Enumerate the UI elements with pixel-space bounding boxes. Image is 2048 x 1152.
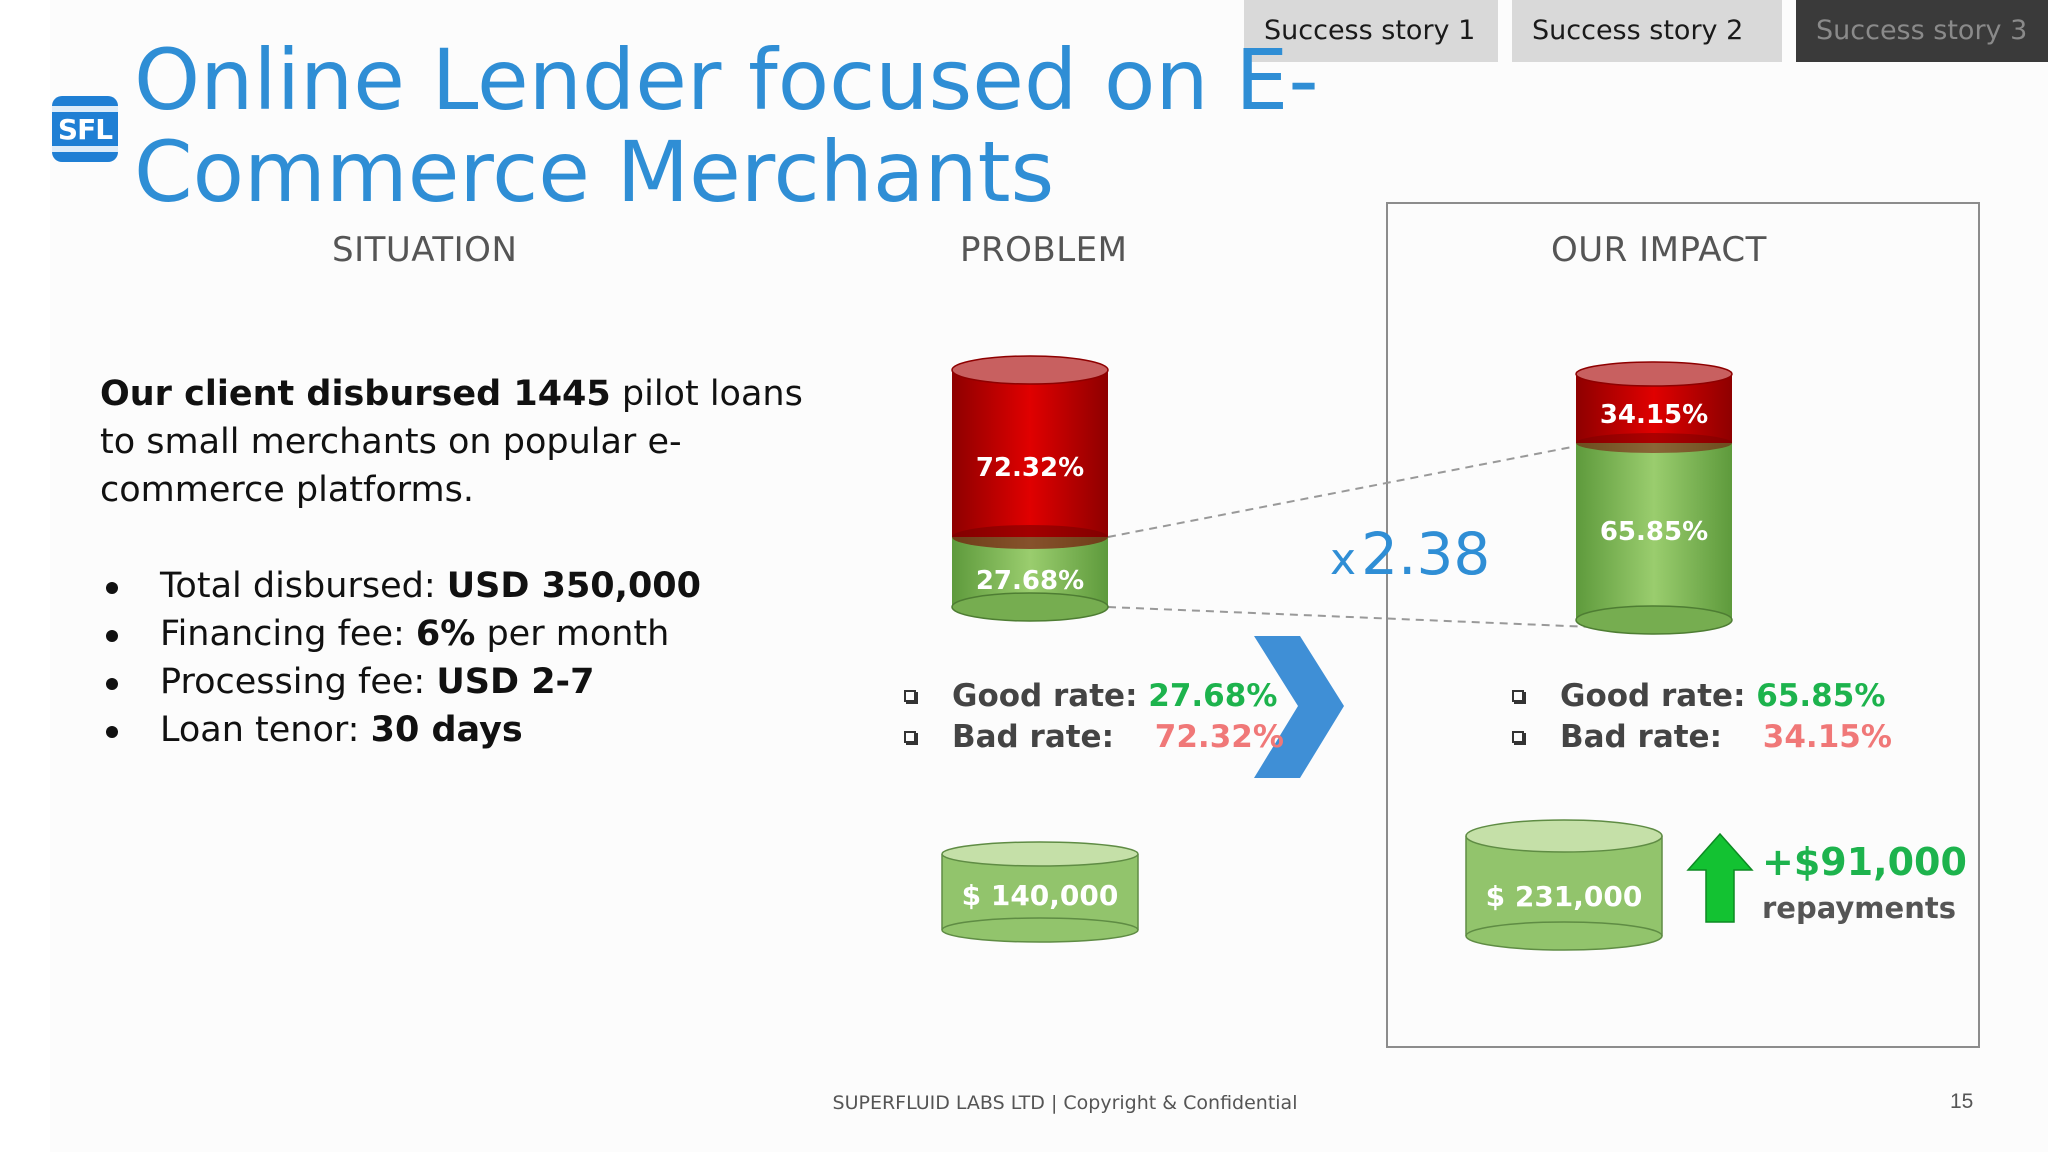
list-item: Loan tenor: 30 days (100, 706, 701, 754)
impact-bad-label: 34.15% (1600, 400, 1708, 430)
impact-repayment-cylinder: $ 231,000 (1465, 819, 1663, 951)
connector-line-top (1107, 446, 1573, 538)
list-item: Financing fee: 6% per month (100, 610, 701, 658)
impact-rate-cylinder: 34.15% 65.85% (1575, 361, 1733, 635)
page-number: 15 (1950, 1090, 1974, 1113)
problem-good-label: 27.68% (976, 566, 1084, 596)
problem-rate-cylinder: 72.32% 27.68% (951, 355, 1109, 622)
section-situation-header: SITUATION (332, 230, 518, 270)
problem-rates-list: Good rate: 27.68% Bad rate: 72.32% (900, 676, 1284, 758)
company-logo: SFL (52, 96, 118, 162)
problem-bad-label: 72.32% (976, 453, 1084, 483)
logo-text: SFL (57, 113, 113, 146)
list-item: Good rate: 27.68% (900, 676, 1284, 717)
footer-copyright: SUPERFLUID LABS LTD | Copyright & Confid… (832, 1092, 1298, 1114)
tab-success-story-3[interactable]: Success story 3 (1796, 0, 2048, 62)
problem-repayment-cylinder: $ 140,000 (941, 841, 1139, 943)
situation-paragraph: Our client disbursed 1445 pilot loans to… (100, 370, 820, 514)
connector-line-bottom (1107, 606, 1593, 628)
impact-good-segment (1576, 443, 1732, 620)
list-item: Good rate: 65.85% (1508, 676, 1892, 717)
slide-title: Online Lender focused on E-Commerce Merc… (134, 31, 1319, 221)
list-item: Bad rate: 34.15% (1508, 717, 1892, 758)
chevron-right-icon (1254, 636, 1344, 778)
list-item: Processing fee: USD 2-7 (100, 658, 701, 706)
impact-rates-list: Good rate: 65.85% Bad rate: 34.15% (1508, 676, 1892, 758)
tab-success-story-2[interactable]: Success story 2 (1512, 0, 1782, 62)
increase-amount: +$91,000 (1762, 840, 1967, 884)
situation-bullets: Total disbursed: USD 350,000 Financing f… (100, 562, 701, 754)
section-impact-header: OUR IMPACT (1551, 230, 1767, 270)
problem-repayment-label: $ 140,000 (962, 879, 1119, 912)
tab-success-story-1[interactable]: Success story 1 (1244, 0, 1498, 62)
situation-intro-rest: pilot loans to small merchants on popula… (100, 374, 803, 510)
repayment-increase: +$91,000 repayments (1762, 836, 1967, 928)
list-item: Bad rate: 72.32% (900, 717, 1284, 758)
multiplier-label: x 2.38 (1330, 520, 1491, 588)
increase-label: repayments (1762, 891, 1956, 925)
story-tabs: Success story 1 Success story 2 Success … (1244, 0, 2048, 62)
problem-bad-segment (952, 370, 1108, 537)
section-problem-header: PROBLEM (960, 230, 1128, 270)
arrow-up-icon (1686, 832, 1754, 923)
impact-repayment-label: $ 231,000 (1486, 880, 1643, 913)
impact-good-label: 65.85% (1600, 517, 1708, 547)
list-item: Total disbursed: USD 350,000 (100, 562, 701, 610)
situation-intro-bold: Our client disbursed 1445 (100, 374, 611, 414)
impact-box (1386, 202, 1980, 1048)
